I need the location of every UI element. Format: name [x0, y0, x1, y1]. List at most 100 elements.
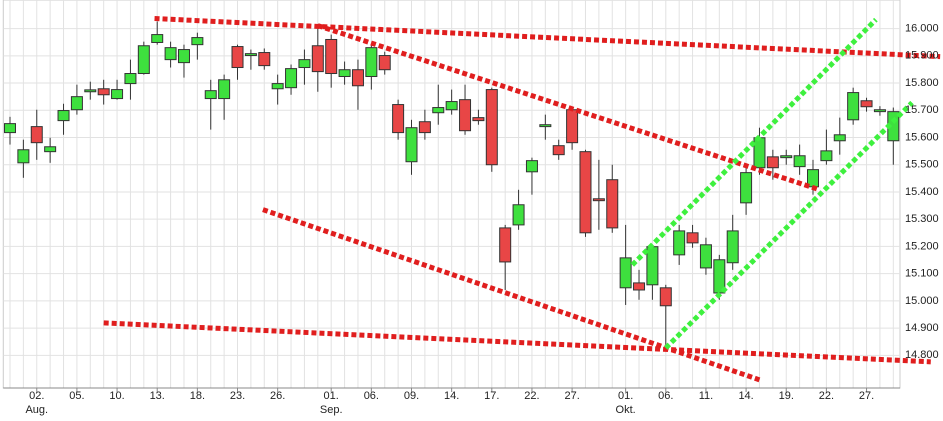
- candle-body: [271, 83, 284, 90]
- candle-body: [592, 198, 605, 202]
- candle-body: [552, 145, 565, 156]
- x-tick-label: 26.: [270, 390, 285, 402]
- axis-labels: 14.800 14.900 15.000 15.100 15.200 15.300 15.4…: [3, 22, 939, 416]
- candle-body: [137, 45, 150, 75]
- candle-body: [780, 155, 793, 159]
- y-tick-label: 15.100: [905, 268, 939, 280]
- candle-body: [753, 137, 766, 169]
- x-tick-label: 17.: [484, 390, 499, 402]
- candle-body: [566, 109, 579, 144]
- candle-body: [365, 47, 378, 78]
- candle-body: [766, 156, 779, 169]
- candle-body: [70, 96, 83, 111]
- candle-body: [298, 59, 311, 69]
- candle-body: [686, 232, 699, 244]
- candle-body: [539, 124, 552, 128]
- candle-body: [793, 155, 806, 168]
- x-tick-label: 13.: [150, 390, 165, 402]
- candle-body: [325, 38, 338, 75]
- candle-body: [740, 172, 753, 204]
- y-tick-label: 15.800: [905, 77, 939, 89]
- y-tick-label: 15.200: [905, 240, 939, 252]
- candle-body: [860, 100, 873, 108]
- y-tick-label: 14.900: [905, 322, 939, 334]
- candle-body: [418, 121, 431, 134]
- candle-body: [847, 92, 860, 121]
- candle-body: [338, 69, 351, 78]
- y-tick-label: 15.300: [905, 213, 939, 225]
- candle-body: [17, 149, 30, 164]
- x-tick-label: 05.: [69, 390, 84, 402]
- x-tick-label: 06.: [658, 390, 673, 402]
- candle-body: [231, 46, 244, 69]
- x-tick-label: 09.: [404, 390, 419, 402]
- candle-body: [124, 73, 137, 85]
- x-tick-label: 11.: [699, 390, 713, 402]
- x-tick-label: 22.: [524, 390, 539, 402]
- x-tick-label: 23.: [230, 390, 245, 402]
- candle-body: [285, 68, 298, 89]
- trendline: [630, 17, 878, 267]
- x-tick-label: 02.: [29, 390, 44, 402]
- candle-body: [378, 55, 391, 71]
- y-tick-label: 15.700: [905, 104, 939, 116]
- x-tick-label: 22.: [819, 390, 834, 402]
- x-tick-label: 14.: [738, 390, 753, 402]
- y-tick-label: 15.400: [905, 186, 939, 198]
- candle-body: [111, 89, 124, 100]
- x-tick-label: 14.: [444, 390, 459, 402]
- y-tick-label: 16.000: [905, 22, 939, 34]
- candle-body: [499, 227, 512, 263]
- x-tick-label: 10.: [109, 390, 124, 402]
- candle-body: [44, 146, 57, 153]
- candle-body: [164, 47, 177, 61]
- candle-body: [726, 230, 739, 264]
- grid: [3, 0, 900, 388]
- candle-body: [512, 204, 525, 226]
- candle-body: [820, 150, 833, 162]
- y-tick-label: 15.500: [905, 159, 939, 171]
- candle-body: [659, 287, 672, 307]
- x-tick-label: 19.: [779, 390, 794, 402]
- candle-body: [472, 117, 485, 122]
- candle-body: [606, 179, 619, 229]
- y-tick-label: 15.900: [905, 50, 939, 62]
- x-tick-label: 01.: [324, 390, 339, 402]
- x-tick-label: 27.: [859, 390, 874, 402]
- candle-body: [392, 104, 405, 134]
- candle-body: [30, 126, 43, 144]
- candle-body: [311, 45, 324, 73]
- candle-body: [151, 34, 164, 43]
- candle-body: [218, 79, 231, 100]
- candle-body: [459, 99, 472, 132]
- candle-body: [3, 123, 16, 134]
- candle-body: [579, 151, 592, 234]
- trendline: [664, 100, 914, 350]
- candle-body: [525, 160, 538, 173]
- candle-body: [485, 89, 498, 166]
- month-label: Okt.: [616, 404, 636, 416]
- candle-body: [57, 110, 70, 122]
- candle-body: [646, 246, 659, 286]
- candle-body: [873, 109, 886, 113]
- trendlines: [103, 16, 941, 383]
- x-tick-label: 01.: [618, 390, 633, 402]
- candle-body: [204, 90, 217, 100]
- candle-body: [619, 257, 632, 289]
- candle-body: [699, 244, 712, 269]
- candle-body: [833, 134, 846, 142]
- candle-body: [84, 89, 97, 93]
- candle-body: [432, 107, 445, 114]
- trendline: [103, 320, 931, 365]
- candle-body: [351, 69, 364, 87]
- candle-body: [633, 282, 646, 291]
- x-tick-label: 27.: [564, 390, 579, 402]
- x-tick-label: 06.: [364, 390, 379, 402]
- month-label: Sep.: [320, 404, 343, 416]
- candle-body: [405, 127, 418, 163]
- trendline: [154, 16, 941, 60]
- x-tick-label: 18.: [190, 390, 205, 402]
- candle-body: [244, 53, 257, 57]
- candle-body: [445, 101, 458, 111]
